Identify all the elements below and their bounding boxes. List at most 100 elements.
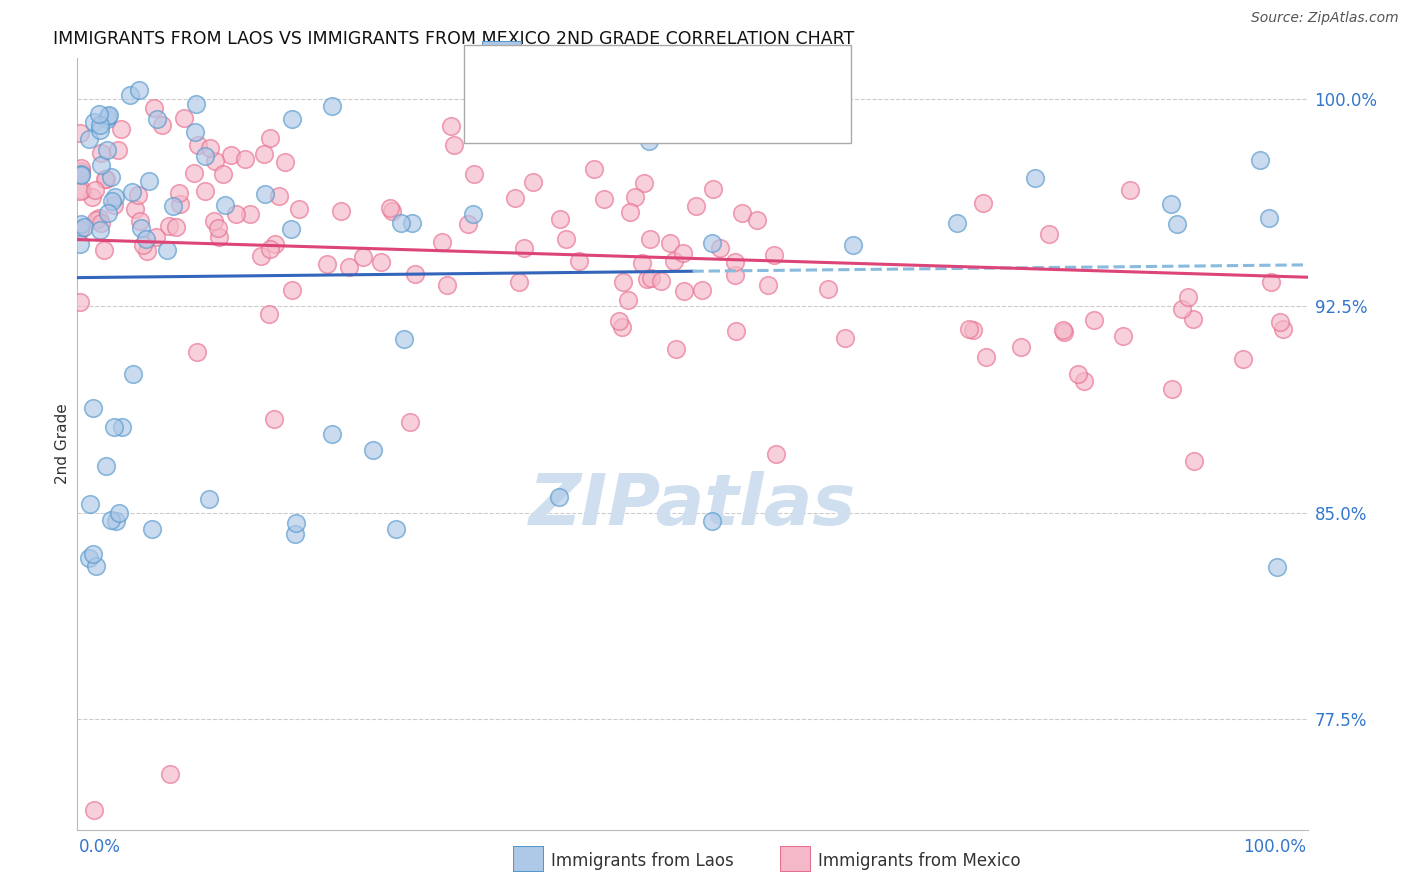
Point <box>1166 217 1188 231</box>
Point <box>202 213 225 227</box>
Point <box>287 202 309 217</box>
Point <box>184 97 207 112</box>
Point <box>90 145 112 160</box>
Point <box>141 522 163 536</box>
Point <box>145 230 167 244</box>
Point <box>724 255 747 269</box>
Point <box>124 202 146 216</box>
Point <box>1249 153 1271 167</box>
Point <box>640 271 662 285</box>
Point <box>135 232 157 246</box>
Point <box>1182 454 1205 468</box>
Point <box>70 167 93 181</box>
Point <box>747 212 769 227</box>
Y-axis label: 2nd Grade: 2nd Grade <box>55 403 70 484</box>
Text: 0.0%: 0.0% <box>79 838 121 855</box>
Point <box>555 232 578 246</box>
Point <box>316 257 339 271</box>
Point <box>432 235 454 250</box>
Point <box>194 184 217 198</box>
Point <box>69 222 91 236</box>
Point <box>96 112 118 126</box>
Point <box>962 323 984 337</box>
Point <box>381 203 404 218</box>
Point <box>665 343 688 357</box>
Point <box>156 243 179 257</box>
Point <box>1232 352 1254 367</box>
Point <box>548 211 571 226</box>
Point <box>756 278 779 293</box>
Point <box>633 176 655 190</box>
Point <box>107 144 129 158</box>
Point <box>82 547 104 561</box>
Point <box>548 490 571 504</box>
Point <box>207 220 229 235</box>
Point <box>187 138 209 153</box>
Point <box>765 447 787 461</box>
Point <box>138 174 160 188</box>
Point <box>1038 227 1060 241</box>
Point <box>281 283 304 297</box>
Point <box>259 130 281 145</box>
Point <box>378 201 401 215</box>
Point <box>93 172 115 186</box>
Point <box>129 221 152 235</box>
Point <box>1067 367 1090 381</box>
Point <box>702 182 724 196</box>
Point <box>285 516 308 530</box>
Point <box>254 187 277 202</box>
Point <box>592 192 614 206</box>
Text: N =: N = <box>654 94 693 112</box>
Point <box>280 222 302 236</box>
Point <box>709 241 731 255</box>
Point <box>121 185 143 199</box>
Point <box>167 186 190 200</box>
Text: ZIPatlas: ZIPatlas <box>529 471 856 540</box>
Point <box>157 219 180 233</box>
Text: 0.022: 0.022 <box>574 48 628 68</box>
Text: IMMIGRANTS FROM LAOS VS IMMIGRANTS FROM MEXICO 2ND GRADE CORRELATION CHART: IMMIGRANTS FROM LAOS VS IMMIGRANTS FROM … <box>53 30 853 48</box>
Point <box>361 443 384 458</box>
Point <box>198 491 221 506</box>
Point <box>1052 323 1074 337</box>
Point <box>337 260 360 275</box>
Point <box>401 216 423 230</box>
Point <box>1160 197 1182 211</box>
Point <box>100 194 122 209</box>
Text: -0.111: -0.111 <box>574 93 637 112</box>
Point <box>1052 325 1074 339</box>
Point <box>259 242 281 256</box>
Point <box>165 220 187 235</box>
Point <box>284 527 307 541</box>
Point <box>370 254 392 268</box>
Point <box>974 350 997 364</box>
Point <box>204 153 226 168</box>
Point <box>82 401 104 416</box>
Point <box>100 169 122 184</box>
Point <box>352 250 374 264</box>
Point <box>150 118 173 132</box>
Point <box>87 107 110 121</box>
Point <box>1161 383 1184 397</box>
Point <box>650 274 672 288</box>
Point <box>321 99 343 113</box>
Point <box>724 268 747 283</box>
Point <box>263 237 285 252</box>
Point <box>69 223 91 237</box>
Point <box>183 166 205 180</box>
Point <box>1258 211 1281 226</box>
Point <box>457 217 479 231</box>
Point <box>945 216 967 230</box>
Point <box>128 83 150 97</box>
Point <box>253 147 276 161</box>
Point <box>463 207 485 221</box>
Point <box>274 155 297 169</box>
Point <box>103 419 125 434</box>
Point <box>1010 340 1032 354</box>
Point <box>384 522 406 536</box>
Text: 137: 137 <box>693 93 730 112</box>
Point <box>84 213 107 227</box>
Point <box>394 332 416 346</box>
Point <box>146 112 169 127</box>
Point <box>440 120 463 134</box>
